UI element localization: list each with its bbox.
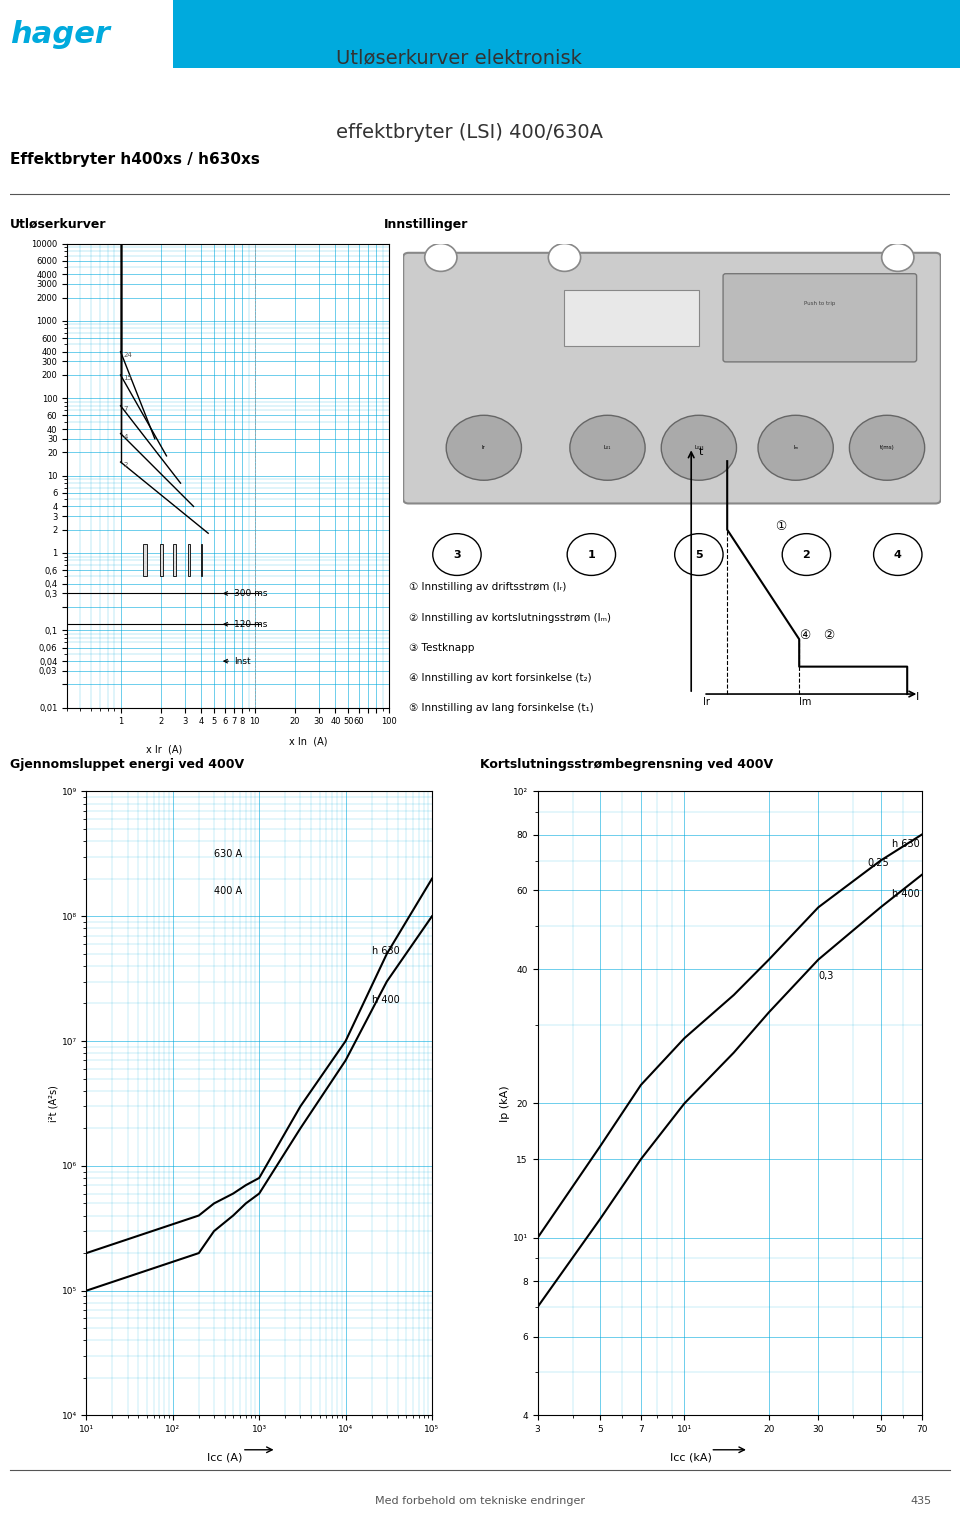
Text: +: +	[436, 253, 445, 262]
Text: +: +	[893, 253, 902, 262]
Text: Innstillinger: Innstillinger	[384, 218, 468, 231]
Circle shape	[782, 534, 830, 575]
Text: 24: 24	[124, 352, 132, 358]
Text: ③ Testknapp: ③ Testknapp	[409, 642, 474, 653]
Text: 120 ms: 120 ms	[224, 619, 267, 629]
Text: ④: ④	[799, 629, 810, 642]
Text: 1: 1	[588, 549, 595, 560]
Text: 7: 7	[124, 406, 128, 412]
Bar	[173, 545, 176, 577]
Bar	[173, 0, 960, 68]
Circle shape	[570, 416, 645, 481]
Text: h 400: h 400	[372, 995, 399, 1006]
Text: 400 A: 400 A	[214, 886, 242, 896]
Text: Utløserkurver: Utløserkurver	[10, 218, 107, 231]
FancyBboxPatch shape	[723, 274, 917, 362]
Text: Ir: Ir	[703, 697, 710, 708]
Y-axis label: Ip (kA): Ip (kA)	[500, 1085, 510, 1122]
Text: 4: 4	[894, 549, 901, 560]
Text: ① Innstilling av driftsstrøm (Iᵣ): ① Innstilling av driftsstrøm (Iᵣ)	[409, 583, 566, 592]
Bar	[160, 545, 163, 577]
Text: 630 A: 630 A	[214, 849, 242, 858]
Text: effektbryter (LSI) 400/630A: effektbryter (LSI) 400/630A	[336, 123, 603, 142]
Text: 15: 15	[124, 376, 132, 382]
Text: ⑤ Innstilling av lang forsinkelse (t₁): ⑤ Innstilling av lang forsinkelse (t₁)	[409, 703, 593, 714]
Text: ② Innstilling av kortslutningsstrøm (Iₘ): ② Innstilling av kortslutningsstrøm (Iₘ)	[409, 612, 611, 622]
Text: ④ Innstilling av kort forsinkelse (t₂): ④ Innstilling av kort forsinkelse (t₂)	[409, 673, 591, 683]
Text: L₀₂₃: L₀₂₃	[694, 446, 704, 451]
Text: h 400: h 400	[892, 889, 920, 900]
Circle shape	[424, 244, 457, 271]
Text: 3: 3	[453, 549, 461, 560]
Text: 2: 2	[803, 549, 810, 560]
Text: 0,3: 0,3	[818, 971, 833, 982]
Text: Gjennomsluppet energi ved 400V: Gjennomsluppet energi ved 400V	[10, 758, 244, 772]
Circle shape	[446, 416, 521, 481]
Text: I: I	[916, 691, 919, 702]
Circle shape	[881, 244, 914, 271]
Text: Effektbryter h400xs / h630xs: Effektbryter h400xs / h630xs	[10, 152, 259, 167]
Text: L₀₁: L₀₁	[604, 446, 612, 451]
Text: Inst: Inst	[224, 656, 251, 665]
Bar	[143, 545, 147, 577]
Text: Med forbehold om tekniske endringer: Med forbehold om tekniske endringer	[375, 1496, 585, 1505]
Text: hager: hager	[10, 20, 109, 49]
Text: t: t	[698, 447, 703, 458]
Bar	[201, 545, 203, 577]
Text: 300 ms: 300 ms	[224, 589, 268, 598]
Text: Ir: Ir	[482, 446, 486, 451]
Text: Im: Im	[799, 697, 811, 708]
Circle shape	[675, 534, 723, 575]
Text: t(ms): t(ms)	[879, 446, 895, 451]
Circle shape	[850, 416, 924, 481]
Text: ②: ②	[823, 629, 834, 642]
Text: 435: 435	[910, 1496, 931, 1505]
X-axis label: Icc (A): Icc (A)	[207, 1454, 242, 1463]
Text: 0,25: 0,25	[868, 858, 890, 868]
X-axis label: Icc (kA): Icc (kA)	[670, 1454, 712, 1463]
Circle shape	[661, 416, 736, 481]
Circle shape	[548, 244, 581, 271]
Text: +: +	[560, 253, 569, 262]
Text: 4: 4	[124, 434, 128, 440]
Text: ①: ①	[775, 519, 786, 533]
Text: 2: 2	[124, 463, 128, 469]
Text: h 630: h 630	[372, 945, 399, 956]
Y-axis label: i²t (A²s): i²t (A²s)	[49, 1085, 59, 1122]
X-axis label: x Ir  (A): x Ir (A)	[146, 744, 181, 755]
Text: Push to trip: Push to trip	[804, 301, 835, 306]
FancyBboxPatch shape	[403, 253, 941, 504]
Bar	[564, 289, 699, 345]
Text: Utløserkurver elektronisk: Utløserkurver elektronisk	[336, 47, 582, 67]
Text: x In  (A): x In (A)	[289, 737, 327, 747]
Text: Kortslutningsstrømbegrensning ved 400V: Kortslutningsstrømbegrensning ved 400V	[480, 758, 773, 772]
Circle shape	[433, 534, 481, 575]
Circle shape	[567, 534, 615, 575]
Bar	[188, 545, 189, 577]
Text: Iₘ: Iₘ	[793, 446, 798, 451]
Text: 5: 5	[695, 549, 703, 560]
Circle shape	[874, 534, 922, 575]
Circle shape	[758, 416, 833, 481]
Text: h 630: h 630	[892, 839, 920, 849]
